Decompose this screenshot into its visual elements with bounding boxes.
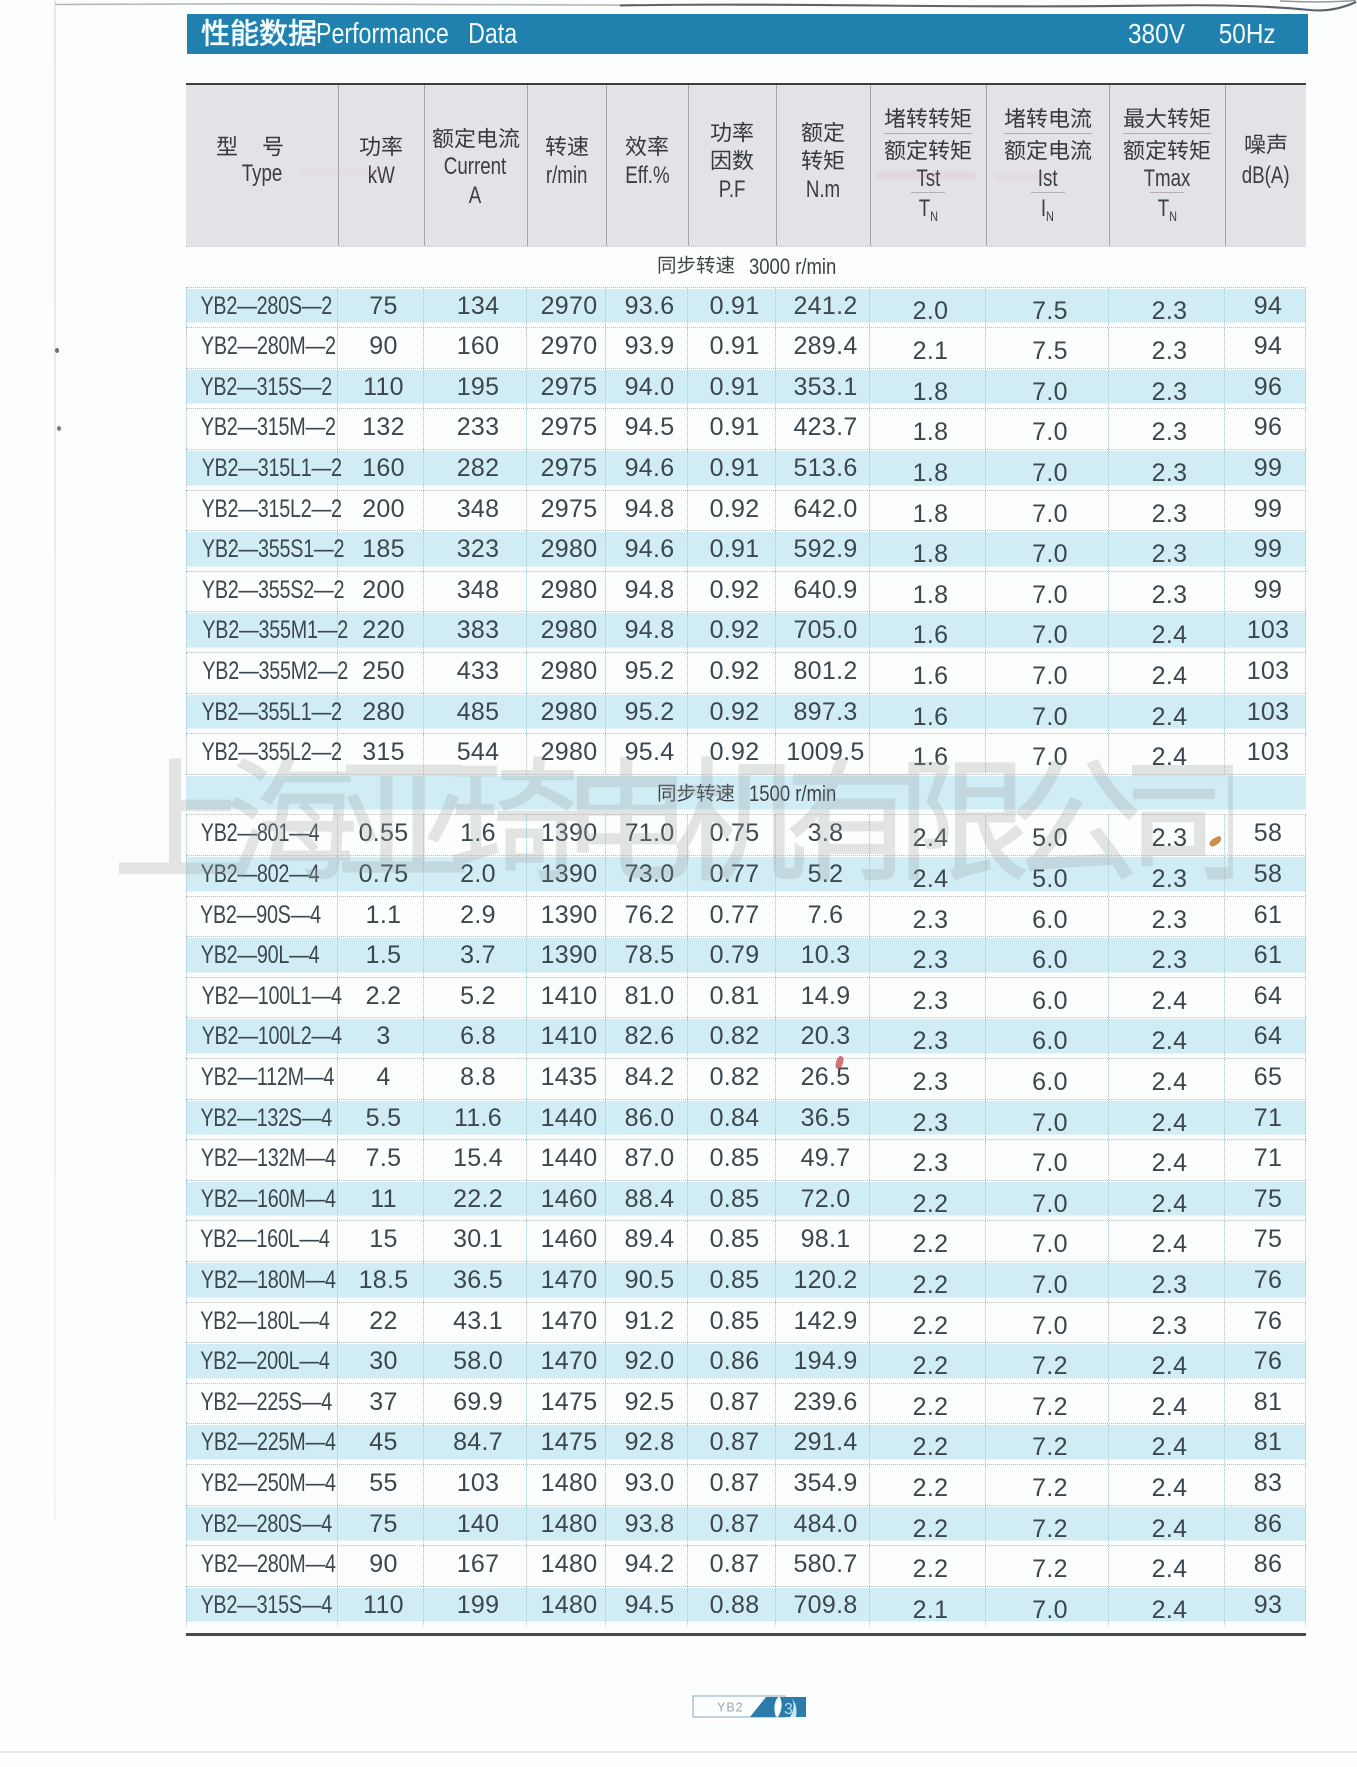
svg-text:YB2: YB2 — [717, 1701, 744, 1715]
svg-text:3: 3 — [784, 1701, 793, 1718]
